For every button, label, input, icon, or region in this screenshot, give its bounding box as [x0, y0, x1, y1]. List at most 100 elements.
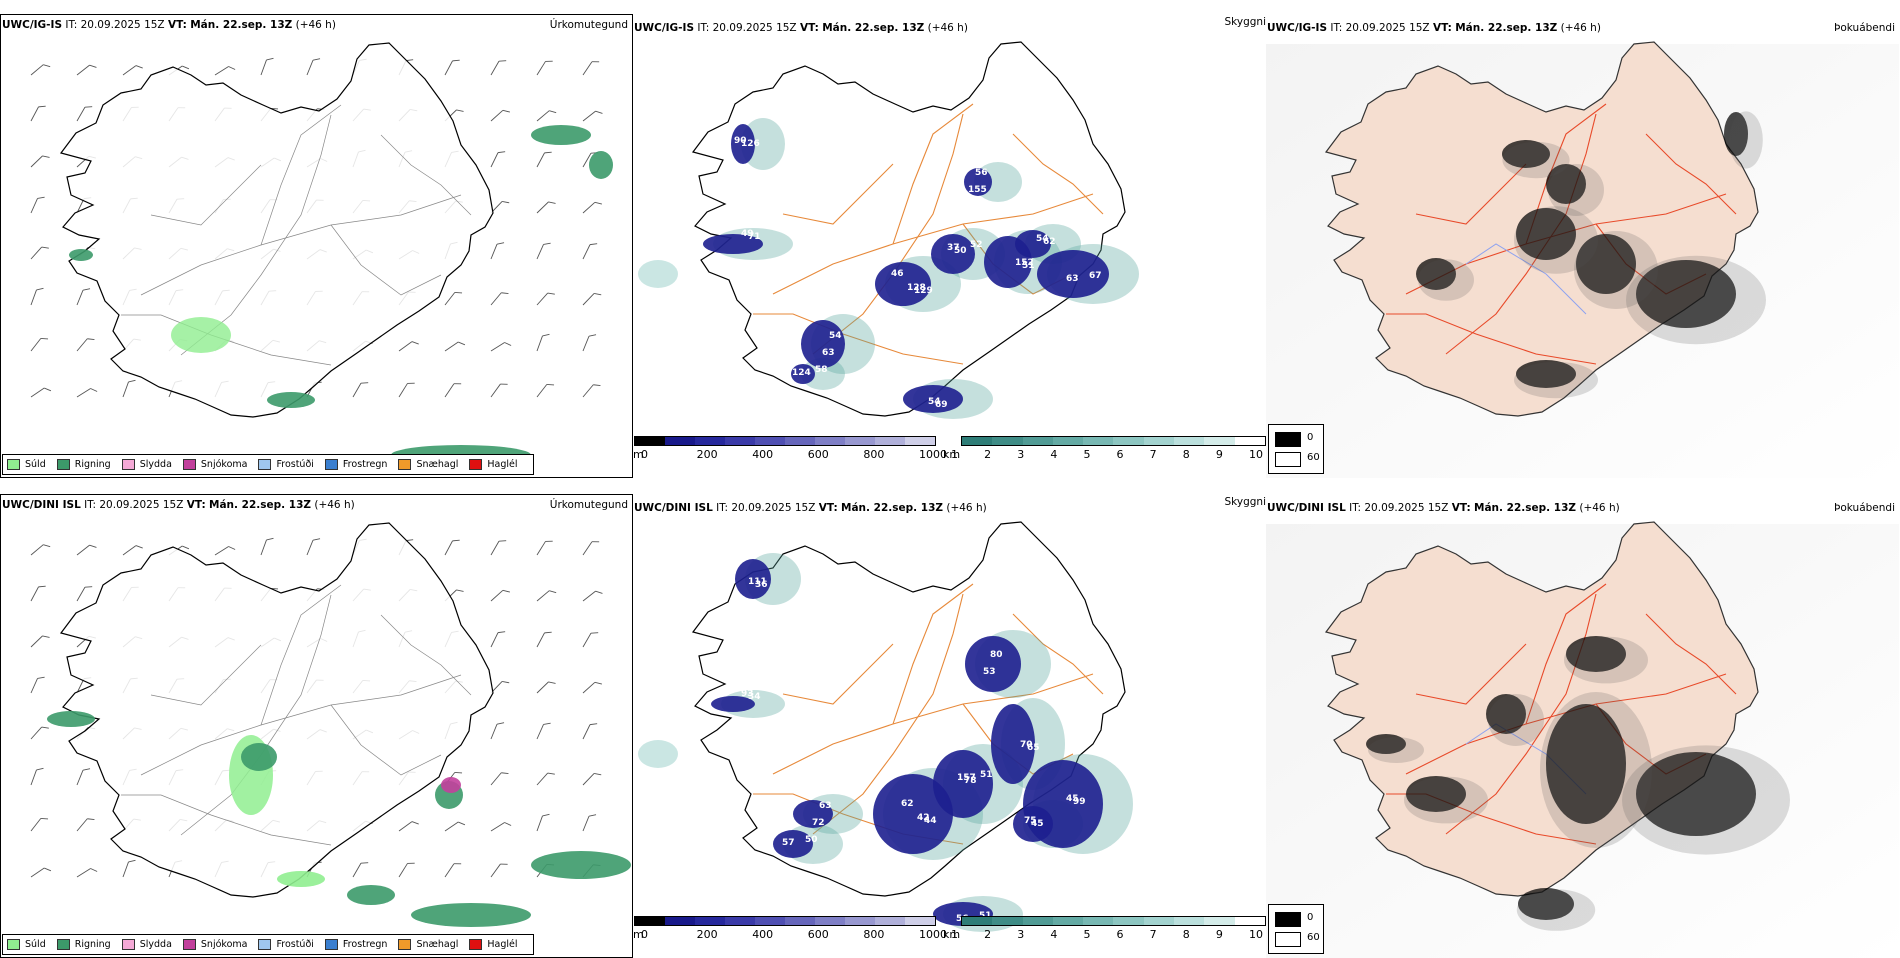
- colorbar-segment: [962, 437, 993, 445]
- wind-barb-icon: [444, 291, 463, 306]
- ceiling-value-label: 49: [741, 229, 754, 239]
- rain-area: [531, 851, 631, 879]
- wind-barb-icon: [490, 109, 510, 122]
- vt-value: Mán. 22.sep. 13Z: [841, 502, 944, 514]
- ceiling-value-label: 44: [924, 816, 937, 826]
- precip-legend-item: Slydda: [121, 939, 172, 950]
- road-line: [380, 134, 472, 216]
- visibility-area: [801, 358, 845, 390]
- colorbar-segment: [635, 437, 665, 445]
- ceiling-value-label: 78: [964, 776, 977, 786]
- precip-type-panel-row1: UWC/IG-IS IT: 20.09.2025 15Z VT: Mán. 22…: [0, 14, 633, 478]
- ceiling-value-label: 128: [907, 283, 926, 293]
- low-ceiling-area: [1013, 806, 1053, 842]
- wind-barb-icon: [30, 585, 46, 602]
- road-line: [121, 794, 332, 846]
- ceiling-value-label: 58: [815, 365, 828, 375]
- wind-barb-icon: [582, 723, 598, 740]
- colorbar-segment: [785, 917, 815, 925]
- wind-barb-icon: [536, 590, 557, 602]
- road-line: [380, 614, 472, 696]
- colorbar-tick-label: 10: [1249, 928, 1263, 941]
- wind-barb-icon: [490, 383, 508, 398]
- drizzle-area: [171, 317, 231, 353]
- low-ceiling-area: [965, 636, 1021, 692]
- wind-barb-icon: [536, 540, 553, 556]
- colorbar-segment: [1143, 917, 1175, 925]
- colorbar-segment: [665, 917, 695, 925]
- wind-barb-icon: [30, 246, 49, 260]
- it-label: IT:: [697, 22, 710, 34]
- fog-area: [1540, 692, 1652, 848]
- wind-barb-icon: [260, 537, 274, 556]
- ceiling-colorbar: [634, 436, 936, 446]
- wind-barb-icon: [30, 387, 52, 398]
- vt-label: VT:: [818, 502, 838, 514]
- ceiling-value-label: 54: [1036, 234, 1049, 244]
- legend-label: Snjókoma: [200, 459, 248, 470]
- panel-header: UWC/DINI ISL IT: 20.09.2025 15Z VT: Mán.…: [1267, 502, 1620, 514]
- ceiling-value-label: 90: [734, 136, 747, 146]
- colorbar-unit: m: [633, 928, 644, 941]
- legend-swatch: [469, 939, 483, 950]
- model-name: UWC/IG-IS: [1267, 22, 1328, 34]
- precip-legend-item: Snjókoma: [182, 459, 248, 470]
- colorbar-tick-label: 600: [807, 928, 829, 941]
- wind-barb-icon: [582, 243, 598, 260]
- it-value: 20.09.2025 15Z: [712, 22, 797, 34]
- ceiling-panel-row2: 6278658099566357363445441577053455172501…: [633, 494, 1266, 958]
- ceiling-value-label: 36: [755, 580, 768, 590]
- wind-barb-icon: [30, 105, 46, 122]
- fog-dense-area: [1406, 776, 1466, 812]
- visibility-area: [638, 740, 678, 768]
- fog-legend-label: 0: [1307, 912, 1314, 923]
- fog-area: [1516, 889, 1596, 931]
- colorbar-segment: [755, 917, 785, 925]
- precip-legend-item: Súld: [7, 459, 46, 470]
- wind-barb-icon: [76, 868, 98, 878]
- colorbar-tick-label: 2: [984, 928, 992, 941]
- colorbar-segment: [1022, 437, 1053, 445]
- vt-label: VT:: [799, 22, 819, 34]
- colorbar-segment: [905, 917, 935, 925]
- rain-area: [267, 392, 315, 408]
- precip-map-row1: [30, 42, 613, 465]
- fog-legend: 0 60: [1268, 904, 1324, 954]
- wind-barb-icon: [30, 287, 44, 306]
- low-ceiling-area: [964, 168, 992, 196]
- panel-title-fog: Þokuábendi: [1834, 22, 1895, 34]
- wind-barb-icon: [444, 821, 466, 832]
- ceiling-value-label: 70: [1020, 740, 1033, 750]
- ceiling-value-label: 155: [968, 185, 987, 195]
- ceiling-value-label: 63: [822, 348, 835, 358]
- wind-barb-icon: [490, 342, 512, 352]
- ceiling-value-label: 152: [1015, 258, 1034, 268]
- wind-barb-icon: [444, 341, 466, 352]
- wind-barb-icon: [76, 64, 97, 76]
- fog-area: [1622, 745, 1790, 855]
- precip-legend-item: Haglél: [469, 459, 518, 470]
- rain-area: [47, 711, 95, 727]
- colorbar-segment: [815, 437, 845, 445]
- wind-barb-icon: [536, 242, 551, 260]
- wind-barb-icon: [490, 60, 507, 76]
- road-line: [782, 643, 894, 705]
- colorbar-tick-label: 200: [696, 448, 718, 461]
- ceiling-value-label: 45: [1066, 794, 1079, 804]
- colorbar-tick-label: 400: [752, 448, 774, 461]
- fog-dense-area: [1636, 752, 1756, 836]
- precip-legend-item: Snjókoma: [182, 939, 247, 950]
- ceiling-value-label: 63: [819, 801, 832, 811]
- ceiling-map-row1: 46 50 51 56 62 63 54 124 69 71 126 129 37 152 155 54 67 6…: [638, 41, 1139, 419]
- model-name: UWC/IG-IS: [634, 22, 695, 34]
- colorbar-segment: [875, 917, 905, 925]
- vt-label: VT:: [1432, 22, 1452, 34]
- legend-label: Haglél: [487, 939, 518, 950]
- wind-barb-icon: [76, 544, 97, 556]
- fog-area: [1488, 694, 1544, 746]
- rain-area: [531, 125, 591, 145]
- wind-barb-icon: [30, 337, 49, 352]
- colorbar-segment: [845, 917, 875, 925]
- wind-barb-icon: [536, 201, 556, 214]
- ceiling-value-label: 51: [980, 770, 993, 780]
